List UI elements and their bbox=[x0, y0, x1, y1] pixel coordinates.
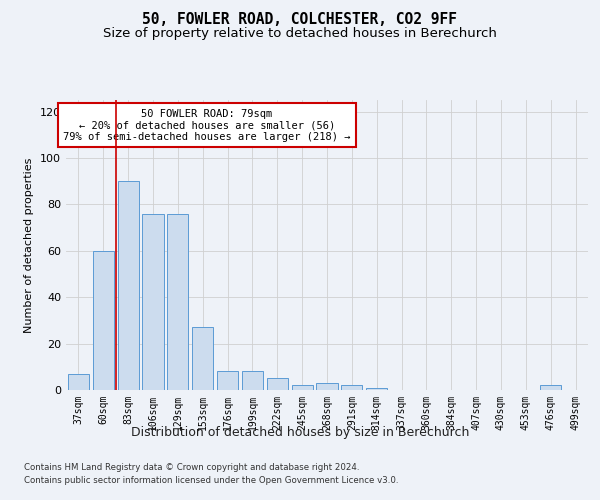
Bar bbox=[167, 214, 188, 390]
Text: Contains HM Land Registry data © Crown copyright and database right 2024.: Contains HM Land Registry data © Crown c… bbox=[24, 464, 359, 472]
Bar bbox=[217, 372, 238, 390]
Bar bbox=[292, 386, 313, 390]
Text: 50 FOWLER ROAD: 79sqm
← 20% of detached houses are smaller (56)
79% of semi-deta: 50 FOWLER ROAD: 79sqm ← 20% of detached … bbox=[63, 108, 350, 142]
Bar bbox=[366, 388, 387, 390]
Bar bbox=[341, 386, 362, 390]
Text: Contains public sector information licensed under the Open Government Licence v3: Contains public sector information licen… bbox=[24, 476, 398, 485]
Y-axis label: Number of detached properties: Number of detached properties bbox=[25, 158, 34, 332]
Bar bbox=[267, 378, 288, 390]
Bar bbox=[192, 328, 213, 390]
Bar bbox=[242, 372, 263, 390]
Bar bbox=[68, 374, 89, 390]
Bar bbox=[142, 214, 164, 390]
Bar bbox=[118, 181, 139, 390]
Bar bbox=[540, 386, 561, 390]
Bar bbox=[93, 251, 114, 390]
Text: 50, FOWLER ROAD, COLCHESTER, CO2 9FF: 50, FOWLER ROAD, COLCHESTER, CO2 9FF bbox=[143, 12, 458, 28]
Text: Size of property relative to detached houses in Berechurch: Size of property relative to detached ho… bbox=[103, 28, 497, 40]
Bar bbox=[316, 383, 338, 390]
Text: Distribution of detached houses by size in Berechurch: Distribution of detached houses by size … bbox=[131, 426, 469, 439]
